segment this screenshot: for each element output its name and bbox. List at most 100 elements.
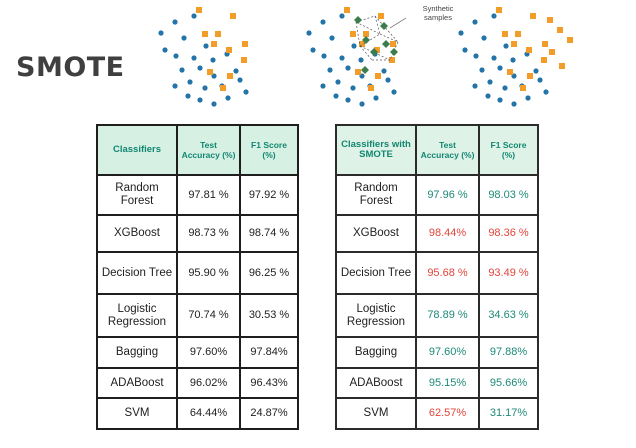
table-row: Random Forest 97.81 % 97.92 % bbox=[96, 174, 299, 216]
table-row: SVM 64.44% 24.87% bbox=[96, 397, 299, 430]
interpolation-line bbox=[359, 45, 373, 61]
majority-sample-dot bbox=[510, 57, 516, 63]
test-accuracy-cell: 98.44% bbox=[415, 214, 480, 253]
majority-sample-dot bbox=[487, 79, 493, 85]
interpolation-line bbox=[355, 15, 376, 23]
f1-score-cell: 98.03 % bbox=[478, 174, 539, 216]
majority-sample-dot bbox=[197, 97, 203, 103]
table-row: XGBoost 98.44% 98.36 % bbox=[335, 214, 539, 253]
synthetic-samples-text: Synthetic samples bbox=[422, 4, 454, 22]
minority-sample-dot bbox=[368, 85, 374, 91]
smote-synthetic-plot bbox=[306, 7, 407, 107]
majority-sample-dot bbox=[339, 55, 345, 61]
minority-sample-dot bbox=[530, 13, 536, 19]
classifier-name: Decision Tree bbox=[96, 251, 178, 295]
test-accuracy-cell: 97.81 % bbox=[176, 174, 241, 216]
synthetic-sample-dot bbox=[382, 40, 390, 48]
interpolation-line bbox=[379, 33, 399, 43]
minority-sample-dot bbox=[374, 47, 380, 53]
table-row: Bagging 97.60% 97.88% bbox=[335, 336, 539, 369]
majority-sample-dot bbox=[173, 53, 179, 59]
minority-sample-dot bbox=[241, 57, 247, 63]
f1-score-cell: 34.63 % bbox=[478, 293, 539, 338]
table-row: Decision Tree 95.90 % 96.25 % bbox=[96, 251, 299, 295]
majority-sample-dot bbox=[537, 77, 543, 83]
classifier-name: Logistic Regression bbox=[335, 293, 417, 338]
majority-sample-dot bbox=[458, 30, 464, 36]
majority-sample-dot bbox=[543, 89, 549, 95]
majority-sample-dot bbox=[472, 83, 478, 89]
majority-sample-dot bbox=[491, 55, 497, 61]
interpolation-line bbox=[374, 15, 381, 35]
f1-score-cell: 97.84% bbox=[239, 336, 299, 369]
classifier-name: XGBoost bbox=[335, 214, 417, 253]
majority-sample-dot bbox=[462, 47, 468, 53]
minority-sample-dot bbox=[215, 31, 221, 37]
minority-sample-dot bbox=[226, 47, 232, 53]
majority-sample-dot bbox=[481, 35, 487, 41]
minority-sample-dot bbox=[350, 31, 356, 37]
synthetic-sample-dot bbox=[370, 48, 378, 56]
majority-sample-dot bbox=[381, 68, 387, 74]
test-accuracy-cell: 98.73 % bbox=[176, 214, 241, 253]
minority-sample-dot bbox=[196, 7, 202, 13]
majority-sample-dot bbox=[210, 57, 216, 63]
majority-sample-dot bbox=[525, 95, 531, 101]
minority-sample-dot bbox=[527, 73, 533, 79]
f1-score-cell: 31.17% bbox=[478, 397, 539, 430]
minority-sample-dot bbox=[542, 41, 548, 47]
majority-sample-dot bbox=[358, 57, 364, 63]
f1-score-cell: 93.49 % bbox=[478, 251, 539, 295]
test-accuracy-cell: 97.96 % bbox=[415, 174, 480, 216]
majority-sample-dot bbox=[385, 77, 391, 83]
table-row: ADABoost 95.15% 95.66% bbox=[335, 367, 539, 399]
minority-sample-dot bbox=[207, 69, 213, 75]
classifier-name: ADABoost bbox=[335, 367, 417, 399]
majority-sample-dot bbox=[511, 101, 517, 107]
classifier-name: SVM bbox=[96, 397, 178, 430]
header-f1-score: F1 Score (%) bbox=[478, 124, 539, 176]
majority-sample-dot bbox=[172, 83, 178, 89]
majority-sample-dot bbox=[485, 93, 491, 99]
f1-score-cell: 97.92 % bbox=[239, 174, 299, 216]
majority-sample-dot bbox=[329, 35, 335, 41]
majority-sample-dot bbox=[197, 65, 203, 71]
minority-sample-dot bbox=[230, 13, 236, 19]
classifier-name: Bagging bbox=[96, 336, 178, 369]
majority-sample-dot bbox=[359, 101, 365, 107]
majority-sample-dot bbox=[491, 13, 497, 19]
minority-sample-dot bbox=[375, 73, 381, 79]
majority-sample-dot bbox=[233, 68, 239, 74]
page-title: SMOTE bbox=[16, 52, 125, 83]
minority-sample-dot bbox=[507, 69, 513, 75]
table-row: Random Forest 97.96 % 98.03 % bbox=[335, 174, 539, 216]
synthetic-sample-dot bbox=[354, 16, 362, 24]
test-accuracy-cell: 78.89 % bbox=[415, 293, 480, 338]
majority-sample-dot bbox=[350, 85, 356, 91]
minority-sample-dot bbox=[541, 57, 547, 63]
classifier-name: Random Forest bbox=[96, 174, 178, 216]
minority-sample-dot bbox=[511, 41, 517, 47]
minority-sample-dot bbox=[389, 57, 395, 63]
f1-score-cell: 30.53 % bbox=[239, 293, 299, 338]
minority-sample-dot bbox=[220, 85, 226, 91]
majority-sample-dot bbox=[202, 85, 208, 91]
f1-score-cell: 98.36 % bbox=[478, 214, 539, 253]
synthetic-sample-dot bbox=[390, 48, 398, 56]
minority-sample-dot bbox=[359, 41, 365, 47]
minority-sample-dot bbox=[549, 49, 555, 55]
minority-sample-dot bbox=[547, 17, 553, 23]
majority-sample-dot bbox=[320, 19, 326, 25]
header-classifiers-smote: Classifiers with SMOTE bbox=[335, 124, 417, 176]
majority-sample-dot bbox=[373, 95, 379, 101]
classifier-name: SVM bbox=[335, 397, 417, 430]
majority-sample-dot bbox=[533, 68, 539, 74]
classifier-name: Decision Tree bbox=[335, 251, 417, 295]
smote-illustration bbox=[158, 7, 573, 107]
minority-sample-dot bbox=[363, 31, 369, 37]
majority-sample-dot bbox=[502, 85, 508, 91]
test-accuracy-cell: 95.90 % bbox=[176, 251, 241, 295]
classifier-name: Bagging bbox=[335, 336, 417, 369]
f1-score-cell: 95.66% bbox=[478, 367, 539, 399]
f1-score-cell: 96.43% bbox=[239, 367, 299, 399]
